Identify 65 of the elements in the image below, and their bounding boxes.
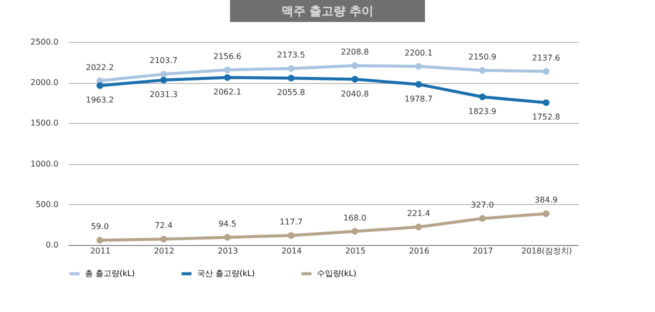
data-label: 94.5 [218, 219, 236, 228]
y-tick-label: 1500.0 [30, 118, 58, 128]
point [415, 63, 422, 70]
point [352, 76, 358, 83]
data-label: 2150.9 [468, 52, 496, 62]
point [160, 70, 167, 78]
data-label: 72.4 [154, 221, 173, 230]
chart-title: 맥주 출고량 추이 [230, 0, 425, 22]
x-tick-label: 2012 [154, 246, 174, 256]
x-tick-label: 2013 [218, 246, 238, 256]
data-label: 168.0 [343, 213, 366, 222]
point [224, 74, 231, 81]
y-tick-label: 500.0 [36, 200, 58, 209]
point [96, 236, 104, 244]
data-label: 1978.7 [404, 94, 433, 104]
data-label: 2103.7 [150, 56, 178, 66]
point [542, 99, 550, 106]
point [479, 215, 486, 222]
legend-label: 총 출고량(kL) [85, 268, 135, 278]
y-tick-label: 2000.0 [30, 78, 58, 88]
y-tick-label: 1000.0 [30, 159, 58, 168]
data-label: 221.4 [407, 209, 430, 218]
data-label: 2208.8 [340, 48, 369, 57]
legend-label: 국산 출고량(kL) [197, 268, 255, 278]
point [415, 80, 422, 88]
y-tick-label: 0.0 [46, 240, 58, 250]
x-tick-label: 2015 [345, 246, 366, 256]
data-label: 1963.2 [86, 96, 114, 105]
data-label: 327.0 [470, 200, 494, 210]
point [352, 228, 358, 235]
point [288, 65, 294, 72]
data-label: 2156.6 [213, 52, 242, 61]
point [288, 74, 294, 82]
data-label: 384.9 [534, 196, 558, 205]
legend-label: 수입량(kL) [317, 268, 356, 278]
point [542, 68, 550, 75]
x-tick-label: 2014 [281, 246, 302, 256]
data-label: 117.7 [280, 217, 303, 226]
x-tick-label: 2018(잠정치) [521, 246, 572, 256]
x-tick-label: 2011 [90, 246, 111, 256]
data-label: 2200.1 [404, 48, 433, 58]
y-tick-label: 2500.0 [30, 38, 58, 46]
point [224, 66, 231, 74]
data-label: 2137.6 [532, 53, 560, 62]
point [224, 234, 231, 241]
x-tick-label: 2016 [408, 246, 430, 256]
x-tick-label: 2017 [472, 246, 494, 256]
point [160, 76, 167, 84]
data-label: 2031.3 [150, 90, 178, 100]
data-label: 1823.9 [468, 106, 496, 116]
point [96, 82, 104, 89]
point [479, 94, 486, 100]
point [479, 67, 486, 74]
data-label: 2062.1 [213, 88, 242, 97]
data-label: 2173.5 [277, 50, 306, 60]
data-label: 2040.8 [340, 89, 369, 98]
point [415, 224, 422, 230]
point [352, 62, 358, 69]
point [288, 232, 294, 239]
data-label: 2022.2 [86, 62, 114, 72]
point [160, 236, 167, 242]
data-label: 59.0 [90, 222, 109, 232]
data-label: 2055.8 [277, 88, 306, 98]
point [542, 210, 550, 218]
data-label: 1752.8 [532, 112, 560, 122]
